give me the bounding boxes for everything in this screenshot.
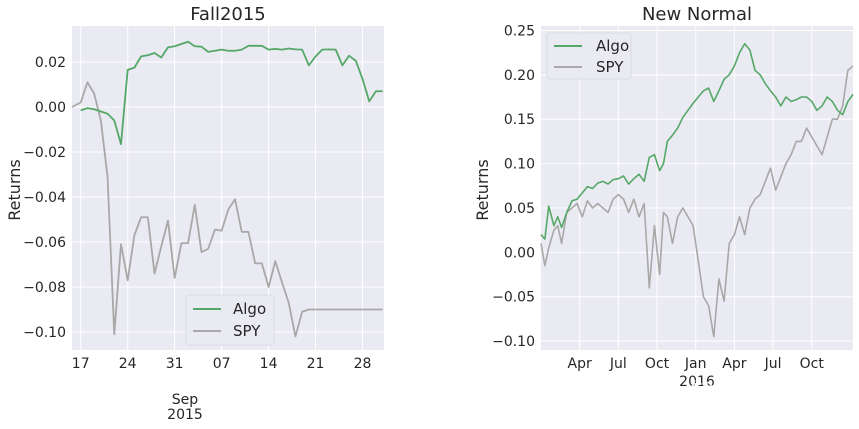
right-y-tick-labels: 0.25 0.20 0.15 0.10 0.05 0.00 −0.05 −0.10 xyxy=(492,23,535,350)
right-x-tick-label: Jan xyxy=(684,356,707,372)
left-y-tick-label: −0.02 xyxy=(23,145,66,161)
right-legend: Algo SPY xyxy=(546,32,632,80)
left-legend-box xyxy=(185,294,275,346)
left-x-tick-label: 07 xyxy=(213,356,231,372)
watermark-text: 知乎 @njuyz xyxy=(690,378,834,406)
right-y-tick-label: 0.05 xyxy=(504,201,535,217)
left-x-tick-label: 31 xyxy=(166,356,184,372)
left-y-axis-label: Returns xyxy=(5,159,24,220)
left-x-tick-label: 14 xyxy=(260,356,278,372)
left-y-tick-label: 0.00 xyxy=(35,100,66,116)
right-x-sub-label-year: 2016 xyxy=(679,374,715,390)
left-x-tick-label: 17 xyxy=(72,356,90,372)
left-x-tick-label: 28 xyxy=(354,356,372,372)
right-series xyxy=(540,42,854,338)
left-x-tick-labels: 17 24 31 07 14 21 28 xyxy=(72,356,372,372)
right-x-tick-label: Oct xyxy=(800,356,825,372)
left-legend-algo-label: Algo xyxy=(233,300,266,318)
right-x-tick-label: Jul xyxy=(764,356,782,372)
left-series-line-algo xyxy=(80,40,383,146)
left-x-tick-label: 24 xyxy=(119,356,137,372)
right-grid xyxy=(541,26,853,350)
right-legend-algo-label: Algo xyxy=(596,37,629,55)
right-x-tick-label: Oct xyxy=(645,356,670,372)
right-x-tick-labels: Apr Jul Oct Jan Apr Jul Oct xyxy=(568,356,825,372)
left-y-tick-label: −0.10 xyxy=(23,325,66,341)
left-legend: Algo SPY xyxy=(185,294,275,346)
right-series-line-spy xyxy=(540,65,854,338)
right-x-tick-label: Jul xyxy=(609,356,627,372)
right-y-tick-label: −0.05 xyxy=(492,290,535,306)
right-y-tick-label: 0.00 xyxy=(504,245,535,261)
right-y-tick-label: 0.25 xyxy=(504,23,535,39)
right-series-line-algo xyxy=(540,42,854,240)
left-y-tick-labels: 0.02 0.00 −0.02 −0.04 −0.06 −0.08 −0.10 xyxy=(23,55,66,341)
left-series xyxy=(71,40,383,338)
right-y-axis-label: Returns xyxy=(473,159,492,220)
left-y-tick-label: −0.06 xyxy=(23,235,66,251)
right-chart: 0.25 0.20 0.15 0.10 0.05 0.00 −0.05 −0.10 Apr Ju… xyxy=(473,4,854,390)
left-chart-title: Fall2015 xyxy=(190,4,266,25)
right-y-tick-label: 0.20 xyxy=(504,68,535,84)
right-legend-spy-label: SPY xyxy=(596,58,624,76)
right-y-tick-label: 0.10 xyxy=(504,157,535,173)
left-x-sub-label-month: Sep xyxy=(172,392,199,408)
left-y-tick-label: −0.08 xyxy=(23,280,66,296)
left-y-tick-label: 0.02 xyxy=(35,55,66,71)
right-chart-title: New Normal xyxy=(642,4,752,25)
right-x-tick-label: Apr xyxy=(722,356,746,372)
left-chart: 0.02 0.00 −0.02 −0.04 −0.06 −0.08 −0.10 17 24 31… xyxy=(5,4,384,423)
right-x-tick-label: Apr xyxy=(568,356,592,372)
left-legend-spy-label: SPY xyxy=(233,322,261,340)
left-series-line-spy xyxy=(71,81,383,338)
left-y-tick-label: −0.04 xyxy=(23,190,66,206)
left-x-sub-label-year: 2015 xyxy=(167,407,203,423)
right-y-tick-label: 0.15 xyxy=(504,112,535,128)
left-x-tick-label: 21 xyxy=(307,356,325,372)
right-y-tick-label: −0.10 xyxy=(492,334,535,350)
